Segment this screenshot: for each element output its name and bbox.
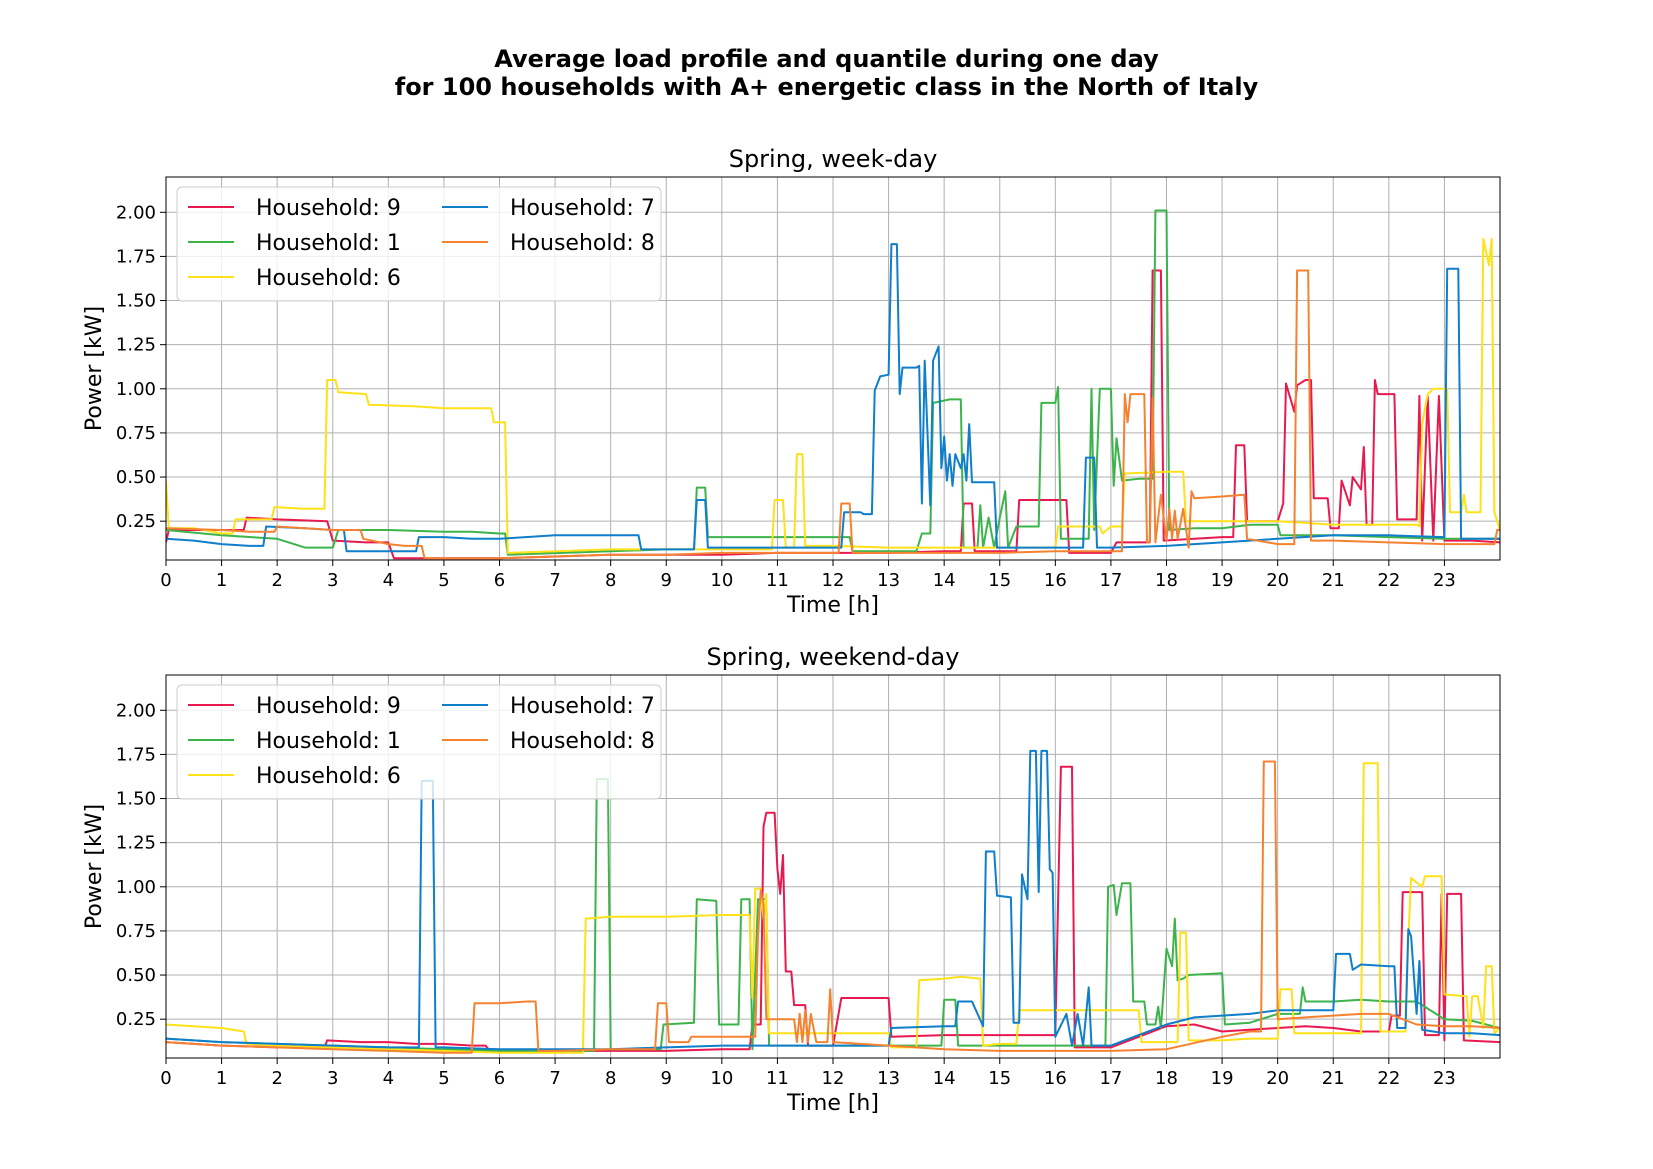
x-tick-label: 13 [877,570,900,591]
series-group [166,749,1500,1054]
x-tick-label: 23 [1433,1068,1456,1089]
legend-label-household-1: Household: 1 [256,231,401,256]
legend-label-household-9: Household: 9 [256,196,401,221]
x-tick-label: 20 [1266,570,1289,591]
figure-suptitle-line1: Average load profile and quantile during… [494,45,1159,73]
x-tick-label: 10 [710,1068,733,1089]
x-tick-label: 4 [383,570,394,591]
legend-label-household-6: Household: 6 [256,764,401,789]
y-tick-label: 1.00 [116,379,156,400]
x-tick-label: 12 [822,1068,845,1089]
x-tick-label: 3 [327,570,338,591]
x-axis-label: Time [h] [786,593,879,618]
legend-label-household-6: Household: 6 [256,266,401,291]
legend-label-household-1: Household: 1 [256,729,401,754]
x-tick-label: 23 [1433,570,1456,591]
x-tick-label: 16 [1044,1068,1067,1089]
x-tick-label: 14 [933,570,956,591]
x-tick-label: 15 [988,570,1011,591]
x-tick-label: 0 [160,1068,171,1089]
x-tick-label: 16 [1044,570,1067,591]
x-tick-label: 9 [661,1068,672,1089]
legend: Household: 9 Household: 1 Household: 6 Hous… [176,684,662,800]
y-tick-label: 2.00 [116,202,156,223]
chart-title: Spring, week-day [729,145,938,173]
x-tick-label: 8 [605,570,616,591]
legend-label-household-8: Household: 8 [510,231,655,256]
y-tick-label: 0.25 [116,1009,156,1030]
x-tick-label: 21 [1322,1068,1345,1089]
x-tick-label: 5 [438,1068,449,1089]
x-tick-label: 8 [605,1068,616,1089]
x-tick-label: 6 [494,570,505,591]
legend-label-household-7: Household: 7 [510,694,655,719]
x-tick-label: 2 [271,570,282,591]
y-tick-label: 0.50 [116,467,156,488]
x-tick-label: 5 [438,570,449,591]
series-line-household-8 [166,269,1500,560]
x-tick-label: 17 [1099,1068,1122,1089]
x-tick-label: 14 [933,1068,956,1089]
y-tick-label: 1.00 [116,877,156,898]
legend-box [176,186,662,302]
x-tick-label: 1 [216,1068,227,1089]
x-tick-label: 4 [383,1068,394,1089]
x-tick-label: 3 [327,1068,338,1089]
x-tick-label: 1 [216,570,227,591]
x-tick-label: 22 [1377,1068,1400,1089]
y-tick-label: 1.50 [116,789,156,810]
figure-suptitle-line2: for 100 households with A+ energetic cla… [394,73,1259,101]
y-tick-label: 0.75 [116,423,156,444]
x-tick-label: 7 [549,1068,560,1089]
x-tick-label: 19 [1211,1068,1234,1089]
legend-label-household-9: Household: 9 [256,694,401,719]
y-tick-label: 1.25 [116,335,156,356]
y-tick-label: 0.25 [116,511,156,532]
legend: Household: 9 Household: 1 Household: 6 Hous… [176,186,662,302]
x-tick-label: 12 [822,570,845,591]
chart-title: Spring, weekend-day [707,643,960,671]
x-tick-label: 9 [661,570,672,591]
x-tick-label: 19 [1211,570,1234,591]
x-tick-label: 18 [1155,570,1178,591]
series-line-household-8 [166,760,1500,1054]
legend-box [176,684,662,800]
series-line-household-6 [166,237,1500,554]
y-tick-label: 1.75 [116,744,156,765]
y-tick-label: 1.25 [116,833,156,854]
y-tick-label: 2.00 [116,700,156,721]
y-tick-label: 0.50 [116,965,156,986]
legend-label-household-7: Household: 7 [510,196,655,221]
x-tick-label: 6 [494,1068,505,1089]
x-tick-label: 2 [271,1068,282,1089]
x-tick-label: 17 [1099,570,1122,591]
x-tick-label: 0 [160,570,171,591]
x-tick-label: 18 [1155,1068,1178,1089]
plot-frame [165,176,1501,561]
plot-frame [165,674,1501,1059]
y-axis-label: Power [kW] [82,804,107,929]
legend-label-household-8: Household: 8 [510,729,655,754]
x-tick-label: 20 [1266,1068,1289,1089]
series-group [166,209,1500,560]
x-tick-label: 11 [766,1068,789,1089]
x-tick-label: 7 [549,570,560,591]
y-tick-label: 0.75 [116,921,156,942]
x-tick-label: 10 [710,570,733,591]
y-axis-label: Power [kW] [82,306,107,431]
x-tick-label: 11 [766,570,789,591]
x-tick-label: 21 [1322,570,1345,591]
y-tick-label: 1.50 [116,291,156,312]
y-tick-label: 1.75 [116,246,156,267]
x-tick-label: 15 [988,1068,1011,1089]
series-line-household-7 [166,243,1500,553]
x-tick-label: 13 [877,1068,900,1089]
x-axis-label: Time [h] [786,1091,879,1116]
x-tick-label: 22 [1377,570,1400,591]
